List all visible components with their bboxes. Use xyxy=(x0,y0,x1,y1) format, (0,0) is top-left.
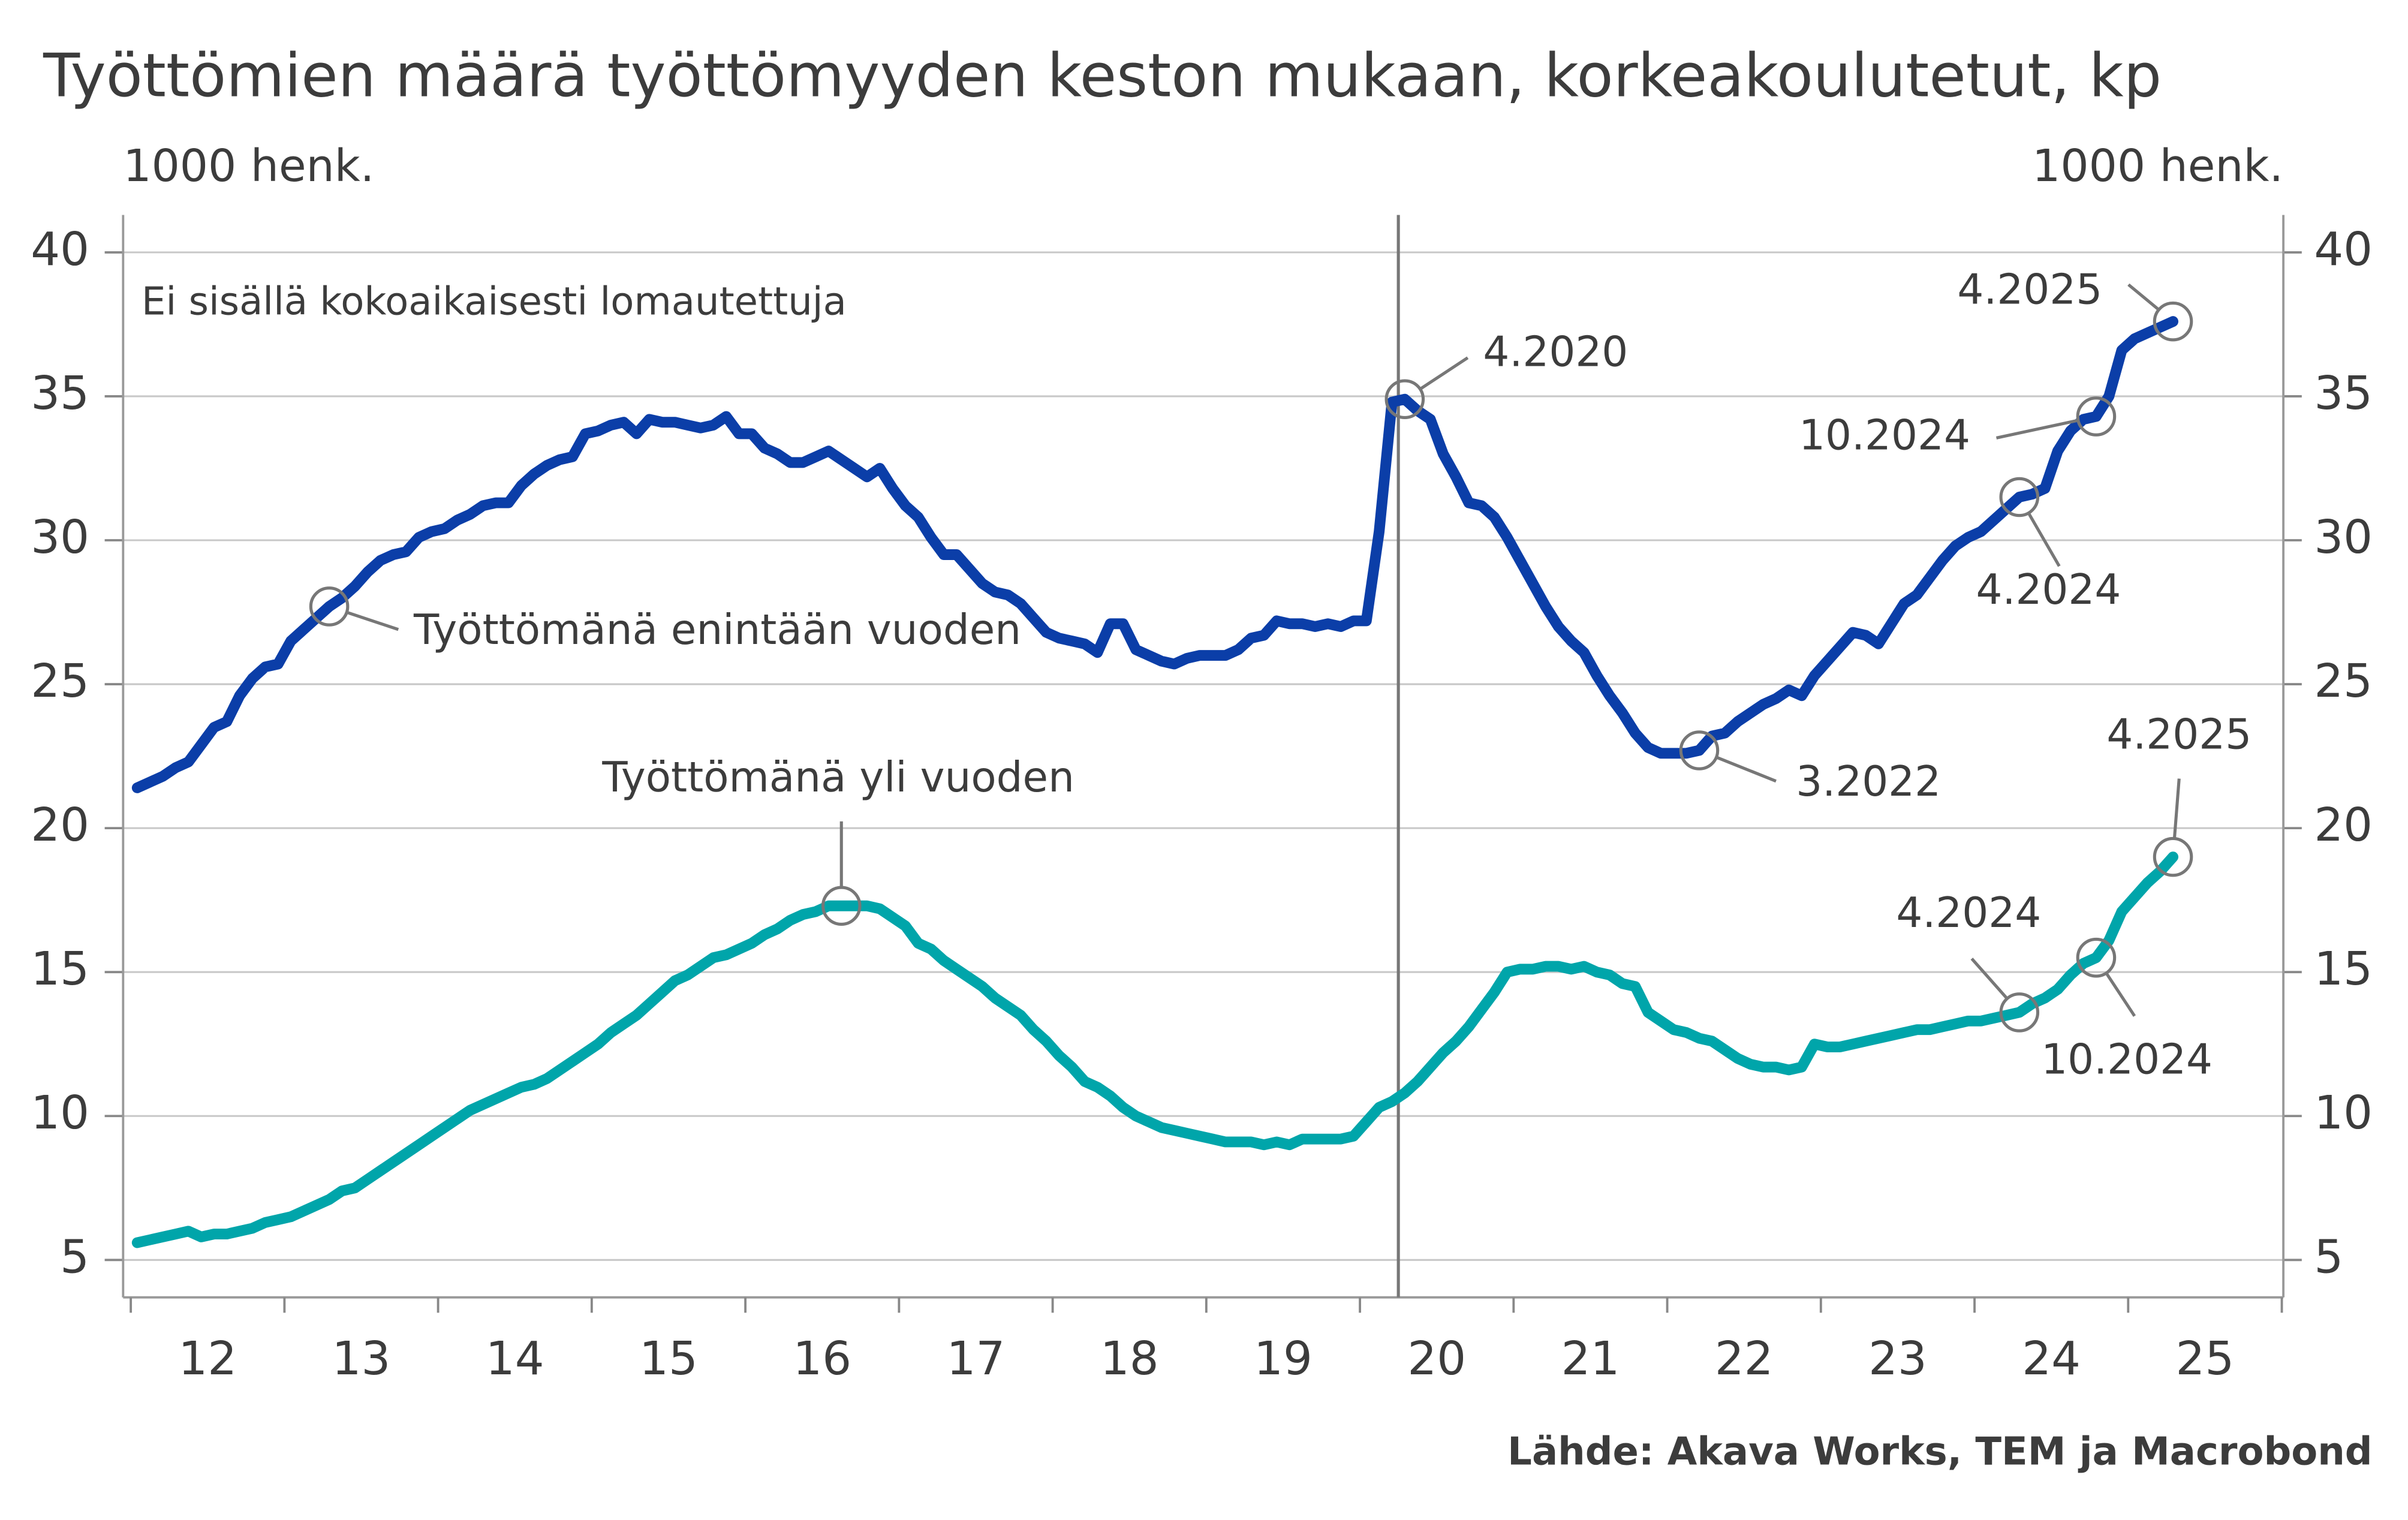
y2-tick-label: 15 xyxy=(2314,943,2373,996)
y2-tick-label: 30 xyxy=(2314,511,2373,564)
x-tick-label: 24 xyxy=(2022,1332,2081,1386)
callout-circle xyxy=(2076,396,2117,437)
x-tick-label: 20 xyxy=(1407,1332,1466,1386)
callout-label: Työttömänä enintään vuoden xyxy=(413,606,1021,654)
callout-label: 4.2024 xyxy=(1896,889,2041,937)
callout-leader xyxy=(2127,283,2160,311)
callout-circle xyxy=(1679,730,1720,770)
callout-leader xyxy=(2172,778,2181,839)
x-tick-label: 12 xyxy=(178,1332,237,1386)
x-tick-label: 16 xyxy=(793,1332,851,1386)
y-tick-label: 25 xyxy=(31,655,89,708)
callout-label: 10.2024 xyxy=(2041,1036,2213,1083)
x-tick-label: 13 xyxy=(332,1332,391,1386)
x-tick-label: 19 xyxy=(1254,1332,1313,1386)
x-tick-label: 21 xyxy=(1561,1332,1620,1386)
y-tick-label: 40 xyxy=(31,223,89,276)
callout-circle xyxy=(309,586,350,627)
callout-label: 4.2024 xyxy=(1976,566,2121,614)
y2-axis-label: 1000 henk. xyxy=(2032,140,2283,192)
y-tick-label: 5 xyxy=(60,1230,89,1284)
x-tick-label: 17 xyxy=(947,1332,1006,1386)
x-tick-label: 15 xyxy=(639,1332,698,1386)
y-tick-label: 35 xyxy=(31,367,89,420)
x-tick-label: 14 xyxy=(486,1332,544,1386)
series-line xyxy=(131,316,2179,793)
callout-circle xyxy=(2153,301,2193,342)
y2-tick-label: 35 xyxy=(2314,367,2373,420)
y-tick-label: 15 xyxy=(31,943,89,996)
chart-title: Työttömien määrä työttömyyden keston muk… xyxy=(43,40,2162,110)
callout-leader xyxy=(1715,756,1777,783)
series-line xyxy=(131,851,2179,1248)
y2-tick-label: 40 xyxy=(2314,223,2373,276)
callout-circle xyxy=(2153,836,2193,877)
callout-leader xyxy=(1970,958,2009,1000)
callout-leader xyxy=(2105,972,2136,1017)
callout-label: 4.2025 xyxy=(2106,711,2252,759)
y-tick-label: 20 xyxy=(31,799,89,852)
y-axis-label: 1000 henk. xyxy=(123,140,374,192)
callout-label: 4.2020 xyxy=(1483,329,1628,377)
source: Lähde: Akava Works, TEM ja Macrobond xyxy=(1507,1429,2372,1474)
callout-label: 10.2024 xyxy=(1799,411,1970,459)
callout-circle xyxy=(1999,477,2040,517)
y2-tick-label: 10 xyxy=(2314,1086,2373,1140)
y2-tick-label: 5 xyxy=(2314,1230,2343,1284)
callout-label: 3.2022 xyxy=(1796,758,1941,806)
x-tick-label: 22 xyxy=(1715,1332,1774,1386)
callout-leader xyxy=(346,610,399,631)
y2-tick-label: 20 xyxy=(2314,799,2373,852)
callout-circle xyxy=(1999,992,2040,1033)
note: Ei sisällä kokoaikaisesti lomautettuja xyxy=(142,280,847,324)
callout-circle xyxy=(1384,379,1425,420)
callout-leader xyxy=(1995,419,2079,440)
x-tick-label: 25 xyxy=(2176,1332,2235,1386)
x-tick-label: 18 xyxy=(1100,1332,1159,1386)
y-tick-label: 30 xyxy=(31,511,89,564)
callout-leader xyxy=(1419,356,1469,390)
y-tick-label: 10 xyxy=(31,1086,89,1140)
callout-circle xyxy=(2076,937,2117,978)
x-tick-label: 23 xyxy=(1868,1332,1927,1386)
callout-label: Työttömänä yli vuoden xyxy=(601,754,1074,802)
y2-tick-label: 25 xyxy=(2314,655,2373,708)
callout-label: 4.2025 xyxy=(1957,266,2102,314)
callout-leader xyxy=(2027,512,2061,567)
